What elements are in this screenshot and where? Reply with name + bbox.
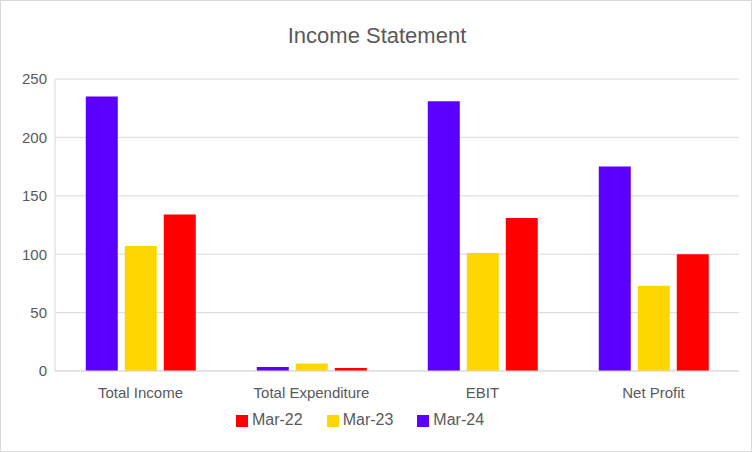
html-text:Mar-22: Mar-22 (252, 411, 303, 428)
svg-text:100: 100 (22, 246, 47, 263)
svg-text:250: 250 (22, 70, 47, 87)
svg-text:150: 150 (22, 187, 47, 204)
svg-text:200: 200 (22, 129, 47, 146)
svg-text:EBIT: EBIT (466, 384, 499, 401)
svg-text:0: 0 (39, 362, 47, 379)
svg-text:Total Expenditure: Total Expenditure (254, 384, 370, 401)
svg-text:50: 50 (30, 304, 47, 321)
svg-text:Total Income: Total Income (98, 384, 183, 401)
html-text:Mar-23: Mar-23 (342, 411, 394, 428)
svg-text:Net Profit: Net Profit (622, 384, 685, 401)
html-text:Mar-24: Mar-24 (433, 411, 484, 428)
html-text:Income Statement: Income Statement (287, 23, 467, 48)
